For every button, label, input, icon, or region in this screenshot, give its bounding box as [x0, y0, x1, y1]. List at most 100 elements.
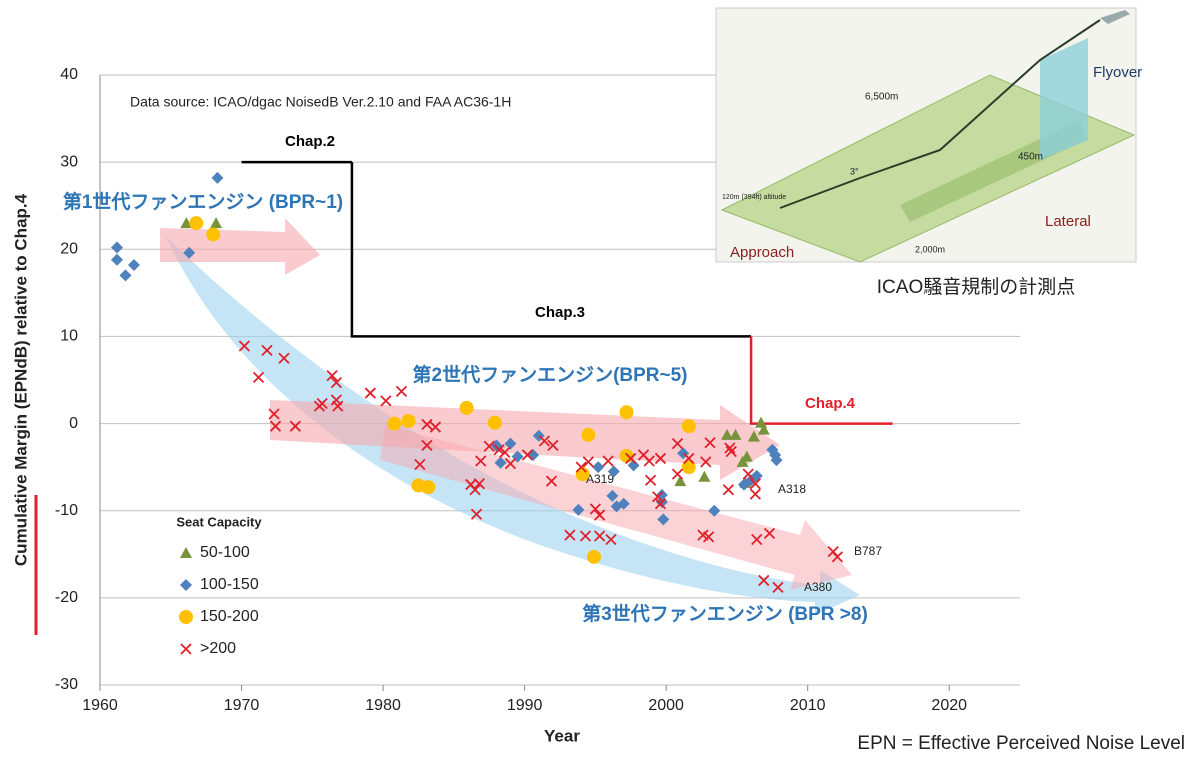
- x-axis-label: Year: [544, 726, 580, 745]
- y-tick-label: -30: [55, 676, 78, 693]
- inset-label: 120m (394ft) altitude: [722, 194, 786, 201]
- point: [740, 450, 753, 462]
- point: [421, 480, 436, 495]
- point: [654, 452, 667, 465]
- point: [380, 395, 392, 407]
- point: [700, 456, 712, 468]
- annotation: A380: [804, 580, 832, 594]
- point: [395, 385, 408, 397]
- point: [751, 533, 763, 546]
- point: [708, 504, 721, 517]
- x-tick-label: 2010: [790, 697, 826, 714]
- point: [602, 455, 614, 467]
- point: [643, 455, 655, 467]
- point: [698, 470, 711, 482]
- point: [206, 227, 221, 242]
- point: [654, 498, 667, 510]
- point: [268, 408, 280, 420]
- point: [681, 419, 696, 434]
- point: [470, 508, 483, 520]
- source-note: Data source: ICAO/dgac NoisedB Ver.2.10 …: [130, 94, 511, 110]
- annotation: B787: [854, 544, 882, 558]
- annotation: 第3世代ファンエンジン (BPR >8): [582, 602, 868, 625]
- inset-label: 3°: [850, 166, 859, 176]
- point: [575, 461, 587, 473]
- point: [499, 446, 511, 458]
- point: [742, 468, 754, 480]
- point: [316, 397, 328, 410]
- point: [593, 509, 606, 521]
- point: [644, 474, 657, 486]
- point: [269, 420, 282, 432]
- inset-label: Approach: [730, 244, 794, 261]
- trend-arrows: [160, 218, 860, 615]
- y-tick-label: 20: [60, 241, 78, 258]
- point: [724, 442, 736, 454]
- y-tick-label: 0: [69, 415, 78, 432]
- point: [364, 387, 376, 399]
- x-tick-label: 2020: [931, 697, 967, 714]
- x-tick-label: 2000: [648, 697, 684, 714]
- x-tick-label: 1960: [82, 697, 118, 714]
- point: [180, 217, 193, 229]
- point: [289, 420, 301, 432]
- point: [475, 455, 487, 467]
- point: [617, 497, 630, 510]
- limit-label: Chap.3: [535, 304, 585, 321]
- point: [592, 461, 605, 474]
- point: [483, 440, 495, 452]
- point: [725, 445, 737, 458]
- legend-label: 150-200: [200, 608, 259, 625]
- point: [421, 439, 433, 451]
- legend-marker: [180, 579, 192, 591]
- inset-label: 2,000m: [915, 244, 945, 254]
- point: [581, 427, 596, 442]
- point: [589, 503, 602, 515]
- limit-label: Chap.4: [805, 395, 856, 412]
- point: [757, 423, 770, 435]
- point: [414, 458, 426, 471]
- footnote: EPN = Effective Perceived Noise Level: [857, 733, 1185, 754]
- point: [278, 352, 290, 364]
- point: [521, 449, 534, 461]
- point: [652, 491, 664, 503]
- x-tick-label: 1970: [224, 697, 260, 714]
- point: [211, 171, 224, 184]
- point: [721, 428, 734, 440]
- legend-marker: [179, 610, 193, 624]
- point: [627, 459, 640, 472]
- point: [401, 413, 416, 428]
- point: [772, 581, 784, 594]
- point: [671, 468, 684, 480]
- annotation: 第2世代ファンエンジン(BPR~5): [413, 363, 688, 386]
- point: [683, 452, 695, 465]
- point: [429, 421, 442, 433]
- inset-label: 450m: [1018, 152, 1043, 163]
- x-tick-label: 1980: [365, 697, 401, 714]
- point: [702, 531, 715, 543]
- point: [674, 475, 687, 487]
- limit-label: Chap.2: [285, 133, 335, 150]
- point: [831, 551, 844, 563]
- legend-marker: [180, 547, 192, 558]
- point: [487, 415, 502, 430]
- point: [619, 405, 634, 420]
- y-tick-label: 10: [60, 328, 78, 345]
- point: [119, 269, 132, 282]
- legend-label: 100-150: [200, 576, 259, 593]
- point: [749, 478, 761, 490]
- point: [625, 452, 637, 465]
- point: [605, 533, 617, 546]
- y-tick-label: -20: [55, 589, 78, 606]
- point: [387, 416, 402, 431]
- point: [504, 437, 517, 450]
- point: [582, 456, 594, 468]
- inset-label: 6,500m: [865, 92, 898, 103]
- point: [606, 489, 619, 502]
- limit-line: [350, 162, 752, 338]
- point: [110, 241, 123, 254]
- point: [538, 435, 551, 447]
- point: [326, 370, 338, 382]
- point: [747, 430, 760, 442]
- point: [572, 503, 585, 516]
